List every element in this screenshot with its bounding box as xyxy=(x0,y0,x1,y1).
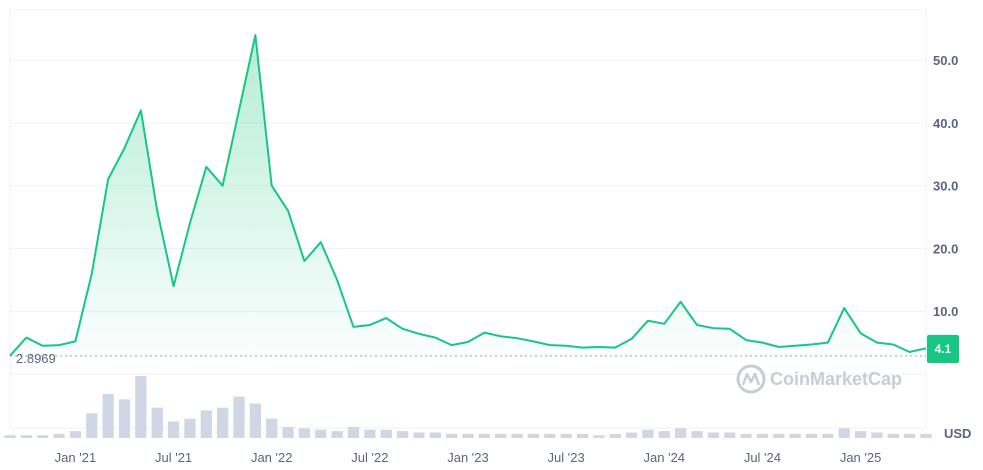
volume-bar xyxy=(740,433,752,438)
volume-bar xyxy=(904,433,916,438)
volume-bar xyxy=(217,407,229,438)
volume-bar xyxy=(854,431,867,438)
volume-bar xyxy=(282,426,294,438)
volume-bar xyxy=(249,403,261,438)
volume-bar xyxy=(413,432,425,438)
volume-bar xyxy=(151,407,163,438)
x-tick-label: Jan '24 xyxy=(644,450,686,465)
volume-bar xyxy=(773,433,785,438)
volume-bar xyxy=(625,432,638,438)
y-tick-label: 10.0 xyxy=(933,304,958,319)
x-tick-label: Jan '21 xyxy=(55,450,97,465)
volume-bar xyxy=(233,396,245,438)
coinmarketcap-logo-icon xyxy=(736,364,766,394)
volume-bar xyxy=(642,429,654,438)
volume-bar xyxy=(331,431,343,438)
baseline-label: 2.8969 xyxy=(16,351,56,366)
volume-bar xyxy=(266,418,278,438)
y-tick-label: 40.0 xyxy=(933,116,958,131)
y-tick-label: 30.0 xyxy=(933,179,958,194)
volume-bar xyxy=(576,433,589,438)
volume-bar xyxy=(446,433,458,438)
y-tick-label: 20.0 xyxy=(933,241,958,256)
volume-bar xyxy=(364,429,376,438)
currency-unit-label: USD xyxy=(944,426,971,441)
x-tick-label: Jul '22 xyxy=(351,450,388,465)
volume-bar xyxy=(871,432,883,438)
volume-bar xyxy=(396,431,409,438)
volume-bar xyxy=(920,433,932,438)
volume-bar xyxy=(822,433,834,438)
volume-bar xyxy=(86,413,98,438)
price-line xyxy=(9,34,927,357)
volume-bar xyxy=(20,435,32,438)
chart-frame xyxy=(9,9,927,429)
current-price-label: 4.1 xyxy=(935,342,952,356)
volume-bar xyxy=(53,433,65,438)
volume-bar xyxy=(887,433,899,438)
volume-bar xyxy=(691,431,703,438)
x-tick-label: Jul '24 xyxy=(744,450,781,465)
volume-bar xyxy=(184,418,196,438)
volume-bar xyxy=(544,433,556,438)
current-price-badge: 4.1 xyxy=(927,335,959,363)
volume-bar xyxy=(527,433,540,438)
y-tick-label: 50.0 xyxy=(933,53,958,68)
volume-bar xyxy=(560,433,572,438)
volume-bar xyxy=(167,421,180,438)
volume-bar xyxy=(347,426,360,438)
volume-bar xyxy=(593,435,605,438)
volume-bar xyxy=(609,433,621,438)
volume-bar xyxy=(658,431,670,438)
price-area xyxy=(10,35,926,356)
volume-bar xyxy=(462,433,474,438)
x-tick-label: Jan '25 xyxy=(840,450,882,465)
volume-bar xyxy=(478,433,490,438)
volume-bars xyxy=(4,376,932,438)
x-tick-label: Jan '23 xyxy=(447,450,489,465)
volume-bar xyxy=(69,431,82,438)
volume-bar xyxy=(298,428,311,438)
volume-bar xyxy=(37,435,49,438)
volume-bar xyxy=(380,429,392,438)
volume-bar xyxy=(724,432,736,438)
y-axis: 10.0 20.0 30.0 40.0 50.0 xyxy=(933,53,958,319)
watermark-text: CoinMarketCap xyxy=(770,369,902,389)
volume-bar xyxy=(675,428,687,438)
volume-bar xyxy=(805,433,818,438)
volume-bar xyxy=(511,433,523,438)
volume-bar xyxy=(118,399,131,438)
volume-bar xyxy=(838,428,850,438)
x-tick-label: Jan '22 xyxy=(251,450,293,465)
volume-bar xyxy=(102,393,114,438)
volume-bar xyxy=(200,410,212,438)
x-tick-label: Jul '21 xyxy=(155,450,192,465)
volume-bar xyxy=(429,432,441,438)
volume-bar xyxy=(756,433,769,438)
volume-bar xyxy=(315,429,327,438)
x-axis: Jan '21 Jul '21 Jan '22 Jul '22 Jan '23 Jul '… xyxy=(55,450,882,465)
watermark: CoinMarketCap xyxy=(736,364,902,394)
volume-bar xyxy=(4,435,16,438)
volume-bar xyxy=(135,376,147,438)
volume-bar xyxy=(789,433,801,438)
x-tick-label: Jul '23 xyxy=(548,450,585,465)
volume-bar xyxy=(495,433,507,438)
volume-bar xyxy=(707,432,719,438)
